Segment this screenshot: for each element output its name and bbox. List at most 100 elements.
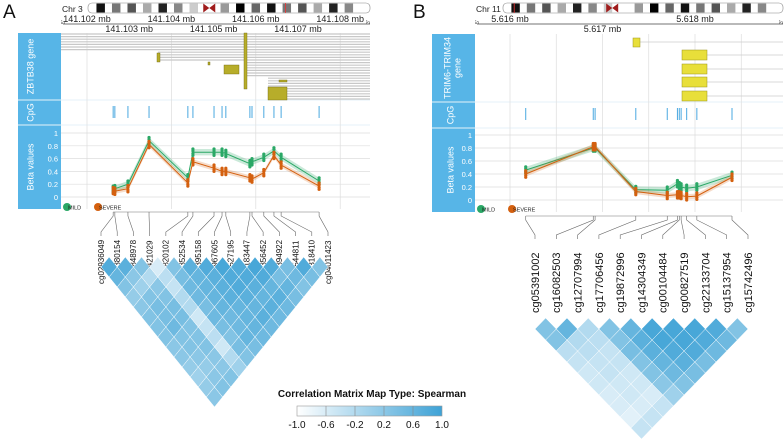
mild-data-point	[250, 157, 254, 161]
severe-data-point	[685, 196, 689, 200]
severe-data-point	[191, 161, 195, 165]
probe-connectors: cg02936049 cg21380154 cg03848978 cg11421029…	[97, 211, 333, 284]
beta-tick-label: 0.2	[462, 183, 472, 192]
beta-tick-label: 1	[468, 131, 472, 140]
plot-area: 1 0.8 0.6 0.4 0.2 0	[462, 34, 783, 212]
mild-data-point	[524, 165, 528, 169]
axis-tick-label: 141.105 mb	[190, 24, 238, 34]
mild-data-point	[191, 151, 195, 156]
severe-data-point	[279, 164, 283, 168]
probe-connector	[148, 212, 150, 236]
mild-data-point	[191, 147, 195, 151]
probe-connector	[263, 212, 280, 236]
mild-data-point	[685, 183, 689, 187]
legend: MILD SEVERE	[63, 203, 122, 212]
axis-tick-label: 141.102 mb	[63, 14, 111, 24]
severe-data-point	[186, 182, 190, 186]
probe-connector	[165, 212, 189, 236]
beta-track-label: Beta values	[26, 143, 36, 191]
probe-connector	[662, 216, 680, 239]
track-labels: TRIM6-TRIM34gene CpG Beta values	[432, 34, 783, 212]
ideogram-band	[511, 3, 520, 13]
severe-confidence-ribbon	[525, 144, 732, 200]
severe-data-point	[524, 173, 528, 177]
mild-data-point	[126, 179, 130, 183]
colorbar-tick-label: 1.0	[435, 420, 449, 431]
beta-tick-label: 1	[54, 129, 58, 138]
severe-data-point	[113, 186, 117, 190]
probe-label: cg05391002	[530, 252, 542, 313]
ideogram-band	[127, 3, 136, 13]
mild-data-point	[212, 147, 216, 151]
mild-data-point	[224, 153, 228, 157]
mild-data-point	[685, 188, 689, 192]
cpg-track	[112, 106, 320, 118]
severe-data-point	[212, 163, 216, 167]
axis-tick-label: 141.107 mb	[274, 24, 322, 34]
probe-label: cg21380154	[113, 239, 122, 284]
heatmap-cell	[311, 256, 329, 278]
severe-data-point	[126, 183, 130, 188]
correlation-heatmap	[534, 317, 749, 440]
beta-tick-label: 0.8	[462, 144, 472, 153]
severe-data-point	[220, 166, 224, 170]
severe-data-point	[191, 157, 195, 161]
ideogram-band	[634, 3, 643, 13]
mild-data-point	[679, 186, 683, 190]
legend-swatch-severe	[508, 205, 516, 213]
severe-data-point	[730, 176, 734, 181]
genomic-axis: 5' 3'141.102 mb 141.104 mb 141.106 mb 141.10…	[61, 14, 372, 34]
severe-data-point	[220, 171, 224, 175]
legend-swatch-severe	[94, 203, 102, 211]
axis-tick-label: 5.617 mb	[584, 24, 622, 34]
chromosome-ideogram: Chr 3	[62, 2, 371, 14]
gene-track-label: ZBTB38 gene	[26, 39, 36, 95]
mild-data-point	[317, 176, 321, 180]
exon	[156, 52, 161, 63]
severe-data-point	[665, 190, 669, 194]
probe-label: cg06820102	[162, 239, 171, 284]
ideogram-band	[298, 3, 307, 13]
severe-data-point	[679, 190, 683, 194]
probe-connector	[100, 212, 114, 236]
axis-tick-label: 141.106 mb	[232, 14, 280, 24]
panel-letter: A	[3, 2, 16, 23]
exon	[207, 61, 211, 66]
beta-tick-label: 0	[468, 196, 472, 205]
chromosome-label: Chr 11	[476, 4, 501, 14]
probe-connector	[280, 212, 313, 236]
severe-data-point	[593, 146, 597, 150]
probe-label: cg00827519	[679, 252, 691, 313]
ideogram-band	[680, 3, 690, 13]
exon	[278, 79, 288, 83]
probe-connector	[114, 212, 118, 236]
probe-label: cg03183447	[243, 239, 252, 284]
legend-label: MILD	[68, 206, 81, 212]
ideogram-band	[573, 3, 582, 13]
severe-data-point	[679, 195, 683, 199]
probe-label: cg04352534	[178, 239, 187, 284]
probe-label: cg19872996	[615, 252, 627, 313]
severe-data-point	[212, 167, 216, 172]
probe-connector	[318, 212, 329, 236]
three-prime-label: 3'	[779, 20, 784, 24]
five-prime-label: 5'	[61, 20, 67, 24]
exon	[681, 76, 708, 88]
severe-data-point	[524, 169, 528, 173]
probe-label: cg13318410	[308, 239, 317, 284]
severe-data-point	[685, 191, 689, 196]
mild-data-point	[279, 152, 283, 156]
probe-label: cg14304349	[636, 252, 648, 313]
beta-values-plot	[111, 135, 321, 197]
heatmap-cell	[726, 317, 749, 341]
ideogram-band	[742, 3, 751, 13]
gene-model	[61, 32, 370, 101]
probe-connector	[686, 216, 706, 239]
cpg-track-label: CpG	[446, 106, 456, 125]
colorbar-tick-label: 0.6	[406, 420, 420, 431]
ideogram-band	[236, 3, 245, 13]
mild-data-point	[147, 135, 151, 140]
severe-data-point	[593, 141, 597, 146]
ideogram-band	[96, 3, 105, 13]
